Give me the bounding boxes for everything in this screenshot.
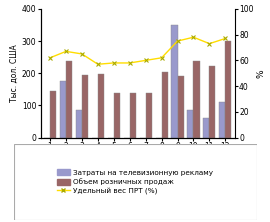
Bar xyxy=(50,91,56,138)
Bar xyxy=(225,41,231,138)
Bar xyxy=(60,81,66,138)
Bar xyxy=(98,74,104,138)
Y-axis label: Тыс. дол. США: Тыс. дол. США xyxy=(10,44,19,102)
Bar xyxy=(130,93,136,138)
Bar xyxy=(76,110,82,138)
Bar xyxy=(203,118,210,138)
Y-axis label: %: % xyxy=(256,69,265,77)
FancyBboxPatch shape xyxy=(14,144,256,220)
Bar xyxy=(194,61,200,138)
Bar xyxy=(187,110,194,138)
Bar xyxy=(146,93,152,138)
Bar xyxy=(210,66,215,138)
Bar xyxy=(114,93,120,138)
Bar xyxy=(171,25,178,138)
Bar xyxy=(82,75,88,138)
Legend: Затраты на телевизионную рекламу, Объем розничных продаж, Удельный вес ПРТ (%): Затраты на телевизионную рекламу, Объем … xyxy=(55,167,215,197)
Bar xyxy=(66,61,72,138)
Bar xyxy=(178,76,184,138)
X-axis label: Месяц: Месяц xyxy=(123,152,153,161)
Bar xyxy=(162,72,168,138)
Bar xyxy=(219,102,225,138)
